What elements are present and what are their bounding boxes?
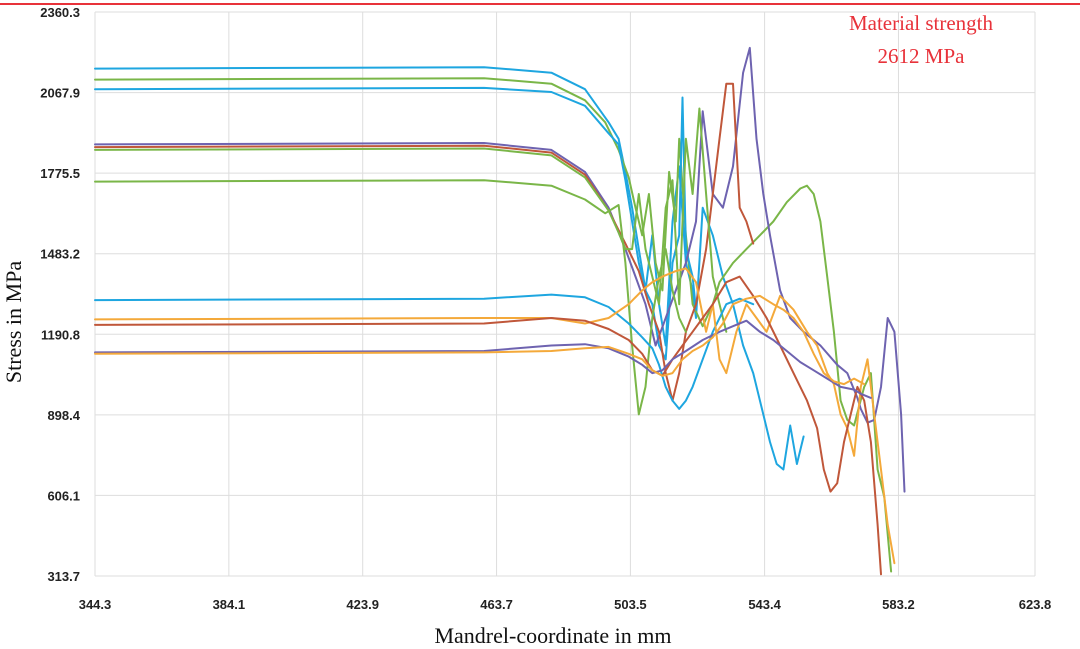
series-line-12 (94, 294, 866, 386)
y-tick-label: 606.1 (47, 488, 80, 503)
y-tick-label: 1190.8 (41, 327, 80, 342)
y-axis-title: Stress in MPa (1, 261, 26, 383)
y-tick-labels: 2360.3 2067.9 1775.5 1483.2 1190.8 898.4 606.1… (40, 5, 81, 584)
x-axis-title: Mandrel-coordinate in mm (434, 623, 671, 648)
gridlines (94, 11, 1036, 577)
x-tick-label: 384.1 (213, 597, 246, 612)
x-tick-label: 423.9 (346, 597, 379, 612)
series-line-11 (94, 319, 872, 399)
x-tick-labels: 344.3 384.1 423.9 463.7 503.5 543.4 583.2 623.8 (79, 597, 1052, 612)
x-tick-label: 583.2 (882, 597, 915, 612)
y-tick-label: 898.4 (47, 408, 80, 423)
x-tick-label: 344.3 (79, 597, 112, 612)
y-tick-label: 2360.3 (40, 5, 80, 20)
series-line-9 (94, 267, 896, 565)
series-line-8 (94, 293, 755, 410)
series-line-10 (94, 275, 882, 576)
y-tick-label: 1775.5 (40, 166, 80, 181)
y-tick-label: 1483.2 (40, 247, 80, 262)
material-strength-label: Material strength (849, 11, 994, 35)
series-line-2 (94, 77, 893, 573)
x-tick-label: 503.5 (614, 597, 647, 612)
x-tick-label: 623.8 (1019, 597, 1052, 612)
x-tick-label: 463.7 (480, 597, 513, 612)
x-tick-label: 543.4 (748, 597, 781, 612)
series-group (94, 46, 906, 576)
series-line-6 (94, 107, 728, 333)
series-line-7 (94, 179, 687, 416)
material-strength-value: 2612 MPa (878, 44, 966, 68)
y-tick-label: 313.7 (47, 569, 80, 584)
y-tick-label: 2067.9 (40, 86, 80, 101)
